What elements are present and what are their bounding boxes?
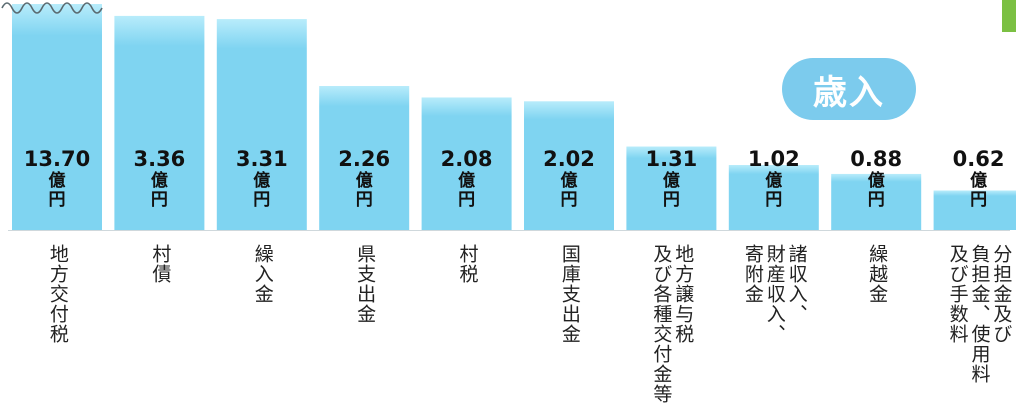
bar-4 [319,86,410,230]
category-label-2-line-1: 村債 [149,244,172,284]
bar-unit-label-6-1: 億 [561,170,578,191]
category-label-6: 国庫支出金 [524,244,614,372]
bar-2 [114,15,205,231]
bar-unit-label-8-2: 円 [765,190,782,210]
category-label-8-line-1: 諸収入、 [785,244,808,324]
category-label-3-line-1: 繰入金 [251,244,274,304]
bar-value-label-4: 2.26 [338,147,390,171]
bar-unit-label-5-1: 億 [458,170,475,191]
category-label-10-line-2: 負担金、使用料 [968,244,991,384]
bar-unit-label-2-2: 円 [151,190,168,210]
category-label-1-line-1: 地方交付税 [46,244,69,344]
category-label-9: 繰越金 [831,244,921,372]
bar-10 [933,190,1016,230]
bar-9 [831,173,922,230]
bar-5 [421,97,512,230]
bar-unit-label-3-1: 億 [253,170,270,191]
bar-value-label-10: 0.62 [953,147,1005,171]
bar-unit-label-2-1: 億 [151,170,168,191]
accent-tab [1002,0,1016,32]
category-label-5: 村税 [422,244,512,372]
bar-unit-label-10-1: 億 [970,170,987,191]
bar-value-label-6: 2.02 [543,147,595,171]
bar-6 [524,101,614,230]
bar-unit-label-10-2: 円 [970,190,987,210]
bar-unit-label-7-2: 円 [663,190,680,210]
bar-value-label-1: 13.70 [24,147,90,171]
category-label-8-line-3: 寄附金 [741,244,764,304]
bar-unit-label-4-2: 円 [356,190,373,210]
category-label-9-line-1: 繰越金 [866,244,889,304]
category-label-10-line-1: 分担金及び [990,244,1013,344]
bar-unit-label-5-2: 円 [458,190,475,210]
category-label-1: 地方交付税 [12,244,102,372]
bar-value-label-9: 0.88 [850,147,902,171]
bar-value-label-8: 1.02 [748,147,800,171]
category-label-4-line-1: 県支出金 [354,244,377,324]
bar-unit-label-1-2: 円 [49,190,66,210]
bar-unit-label-4-1: 億 [356,170,373,191]
bar-value-label-3: 3.31 [236,147,288,171]
category-label-6-line-1: 国庫支出金 [558,244,581,344]
bar-unit-label-3-2: 円 [253,190,270,210]
bar-unit-label-9-2: 円 [868,190,885,210]
bar-3 [216,19,307,230]
category-label-10-line-3: 及び手数料 [946,244,969,344]
category-label-5-line-1: 村税 [456,244,479,284]
category-label-7: 地方譲与税 及び各種交付金等 [626,244,716,404]
category-label-7-line-2: 及び各種交付金等 [650,244,673,404]
bar-value-label-5: 2.08 [441,147,493,171]
category-label-8: 諸収入、 財産収入、 寄附金 [729,244,819,372]
axis-break-mark [1,2,103,14]
bar-unit-label-9-1: 億 [868,170,885,191]
category-label-10: 分担金及び 負担金、使用料 及び手数料 [934,244,1016,384]
category-label-3: 繰入金 [217,244,307,372]
category-label-2: 村債 [114,244,204,372]
category-label-7-line-1: 地方譲与税 [672,244,695,344]
bar-chart: 13.70億円3.36億円3.31億円2.26億円2.08億円2.02億円1.3… [1,2,1016,231]
bar-8 [728,165,819,230]
revenue-badge: 歳入 [782,58,916,120]
category-label-4: 県支出金 [319,244,409,372]
category-label-8-line-2: 財産収入、 [763,244,786,344]
bar-unit-label-1-1: 億 [49,170,66,191]
bar-value-label-7: 1.31 [645,147,697,171]
bar-value-label-2: 3.36 [133,147,185,171]
bar-7 [626,146,717,230]
bar-unit-label-8-1: 億 [765,170,782,191]
bar-unit-label-6-2: 円 [561,190,578,210]
bar-unit-label-7-1: 億 [663,170,680,191]
bar-1 [12,4,102,230]
